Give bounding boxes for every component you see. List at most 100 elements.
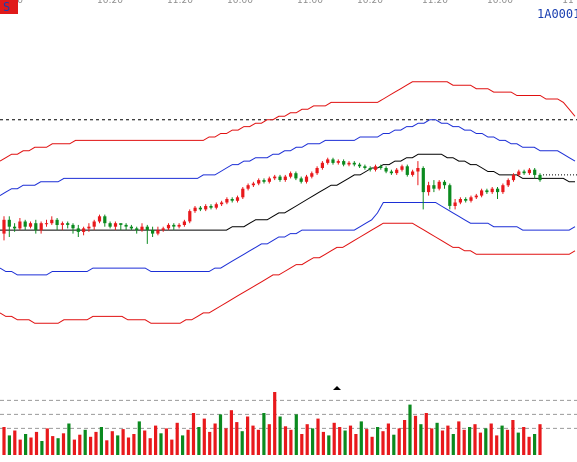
candle-body [97,216,102,222]
candle-body [241,188,245,198]
volume-bar [164,428,168,455]
volume-bar [202,418,206,455]
volume-grid [0,399,577,429]
volume-bar [159,433,163,455]
candle-body [119,223,123,225]
volume-bar [311,428,315,455]
volume-bar [143,430,147,455]
candle-body [458,199,462,203]
candle-body [289,173,293,177]
volume-bar [229,410,233,455]
candle-body [13,226,17,229]
volume-bar [332,422,336,455]
candle-body [299,178,303,182]
time-tick-label: 11:20 [422,0,448,6]
candle-body [209,206,213,208]
candle-body [527,169,531,174]
volume-bar [403,420,407,455]
time-tick-label: 10:20 [357,0,383,6]
volume-bar [105,440,109,455]
volume-bar [359,421,363,455]
candle-body [267,178,271,182]
candle-body [352,162,356,165]
candle-body [135,228,139,231]
candle-body [66,223,70,225]
candle-body [389,171,393,174]
candle-body [336,161,340,163]
candle-body [204,206,208,210]
volume-bar [224,428,228,455]
volume-bar [413,415,418,455]
volume-bar [61,433,66,455]
volume-bar [300,434,304,455]
volume-bar [370,436,374,455]
inner-band-upper-line [0,119,576,197]
candle-body [320,162,324,168]
candle-body [246,185,250,189]
instrument-code: 1A0001 [537,7,577,21]
volume-bar [457,421,461,455]
candle-body [198,207,202,210]
candle-body [76,228,80,232]
candle-body [161,228,165,231]
candle-body [82,228,86,232]
candle-body [496,188,500,193]
candle-body [490,188,494,193]
candle-body [315,168,319,174]
candle-body [326,159,330,163]
volume-bar [289,429,293,455]
volume-bar [478,432,482,455]
volume-bar [381,431,385,455]
volume-bar [51,436,55,455]
candle-body [172,224,176,227]
candle-body [166,224,171,229]
candle-body [44,223,49,225]
volume-bar [522,427,526,455]
candle-body [437,181,441,189]
inner-band-lower-line [0,202,576,276]
time-tick-label: 10:00 [227,0,253,6]
volume-bar [338,427,342,455]
bollinger-bands [0,81,576,324]
volume-bar [99,427,103,455]
volume-bar [24,434,28,455]
candle-body [124,224,128,227]
volume-bar [267,424,271,455]
candle-body [60,223,64,225]
volume-bar [2,427,6,455]
candle-body [7,219,11,227]
candle-body [304,176,309,182]
candle-body [87,226,91,229]
candle-body [273,176,277,179]
candle-body [405,166,409,175]
volume-bar [78,434,82,455]
volume-bar [484,428,488,455]
volume-bar [489,423,493,455]
volume-bar [197,427,201,455]
volume-bar [376,427,380,455]
candle-body [310,173,314,177]
candle-body [368,168,372,170]
volume-bar [137,421,141,455]
middle-band-line [0,153,575,231]
volume-bar [246,416,250,455]
volume-bar [424,413,428,455]
volume-bar [533,434,537,455]
candle-body [225,199,229,203]
volume-bar [327,435,331,455]
candle-body [39,223,43,231]
candle-body [363,166,367,168]
volume-bar [94,431,98,455]
volume-bar [365,429,369,455]
candle-body [533,169,537,175]
candle-body [251,183,255,186]
candle-body [442,181,447,186]
candle-body [230,199,234,201]
volume-bar [251,425,255,455]
time-tick-label: 10:00 [487,0,513,6]
candle-body [129,226,133,229]
candle-body [448,185,452,206]
volume-bar [218,414,223,455]
triangle-marker-icon [333,386,341,390]
